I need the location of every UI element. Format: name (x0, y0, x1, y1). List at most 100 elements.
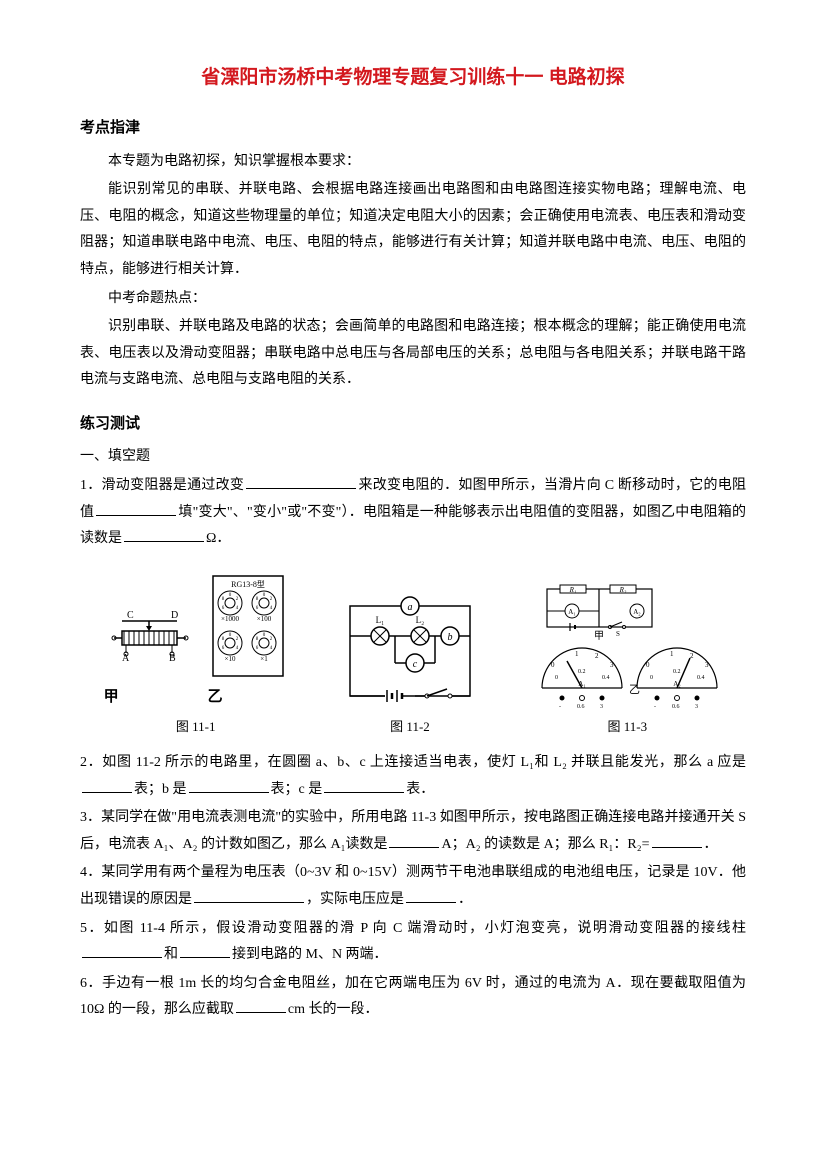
svg-text:×100: ×100 (256, 615, 271, 623)
q5-text-c: 接到电路的 M、N 两端． (232, 947, 388, 962)
svg-text:8: 8 (255, 597, 258, 602)
intro-paragraph: 本专题为电路初探，知识掌握根本要求： (80, 149, 746, 176)
svg-text:A₂: A₂ (674, 680, 682, 688)
svg-text:2: 2 (269, 637, 272, 642)
svg-text:0.4: 0.4 (697, 675, 705, 681)
svg-text:2: 2 (235, 637, 238, 642)
blank (124, 528, 204, 542)
svg-text:3: 3 (705, 661, 709, 669)
blank (82, 944, 162, 958)
blank (96, 502, 176, 516)
svg-text:A₁: A₁ (569, 608, 577, 616)
figure-label-2: 图 11-2 (390, 715, 430, 740)
svg-text:×10: ×10 (224, 655, 235, 663)
svg-text:-: - (654, 704, 656, 710)
blank (406, 889, 456, 903)
svg-text:6: 6 (255, 646, 258, 651)
svg-text:0.6: 0.6 (672, 704, 680, 710)
svg-text:0: 0 (228, 593, 231, 598)
blank (180, 944, 230, 958)
svg-text:A₁: A₁ (579, 680, 587, 688)
q2-text-d: 表． (406, 782, 434, 797)
svg-text:c: c (413, 659, 418, 670)
subheading-fill-blank: 一、填空题 (80, 444, 746, 471)
svg-text:6: 6 (221, 646, 224, 651)
hotspot-intro: 中考命题热点： (80, 286, 746, 313)
svg-text:2: 2 (235, 597, 238, 602)
svg-text:甲: 甲 (594, 631, 604, 642)
svg-text:3: 3 (695, 704, 698, 710)
svg-text:0: 0 (555, 675, 558, 681)
blank (324, 779, 404, 793)
q3-text-b: A；A₂ 的读数是 A；那么 R₁：R₂= (441, 837, 649, 852)
svg-text:D: D (171, 610, 178, 621)
blank (236, 999, 286, 1013)
figure-label-3: 图 11-3 (608, 715, 648, 740)
svg-text:-: - (559, 704, 561, 710)
figure-11-1: C D A B 甲 RG13-8型 (104, 571, 288, 740)
svg-text:0: 0 (262, 633, 265, 638)
svg-text:C: C (127, 610, 134, 621)
svg-text:A₂: A₂ (634, 608, 642, 616)
q6-text-b: cm 长的一段． (288, 1002, 379, 1017)
svg-text:2: 2 (690, 652, 694, 660)
svg-text:0: 0 (262, 593, 265, 598)
page-title: 省溧阳市汤桥中考物理专题复习训练十一 电路初探 (80, 60, 746, 96)
question-6: 6．手边有一根 1m 长的均匀合金电阻丝，加在它两端电压为 6V 时，通过的电流… (80, 971, 746, 1024)
svg-text:L₁: L₁ (376, 615, 385, 625)
svg-text:×1000: ×1000 (221, 615, 239, 623)
svg-text:R₂: R₂ (619, 586, 627, 594)
svg-text:0: 0 (228, 633, 231, 638)
svg-text:2: 2 (595, 652, 599, 660)
q4-text-c: ． (458, 892, 472, 907)
q4-text-b: ，实际电压应是 (306, 892, 404, 907)
q5-text-a: 5．如图 11-4 所示，假设滑动变阻器的滑 P 向 C 端滑动时，小灯泡变亮，… (80, 921, 746, 936)
blank (652, 834, 702, 848)
q5-text-b: 和 (164, 947, 178, 962)
svg-text:0.2: 0.2 (673, 669, 681, 675)
q2-text-b: 表；b 是 (134, 782, 187, 797)
q3-text-c: ． (704, 837, 718, 852)
question-3: 3．某同学在做"用电流表测电流"的实验中，所用电路 11-3 如图甲所示，按电路… (80, 805, 746, 858)
svg-text:4: 4 (269, 606, 272, 611)
svg-text:8: 8 (221, 637, 224, 642)
svg-text:4: 4 (269, 646, 272, 651)
question-4: 4．某同学用有两个量程为电压表（0~3V 和 0~15V）测两节干电池串联组成的… (80, 860, 746, 913)
svg-text:0: 0 (551, 661, 555, 669)
figure-label-1: 图 11-1 (176, 715, 216, 740)
question-2: 2．如图 11-2 所示的电路里，在圆圈 a、b、c 上连接适当电表，使灯 L₁… (80, 750, 746, 803)
figure-11-2: a L₁ L₂ b c (335, 591, 485, 740)
svg-text:0.2: 0.2 (578, 669, 586, 675)
question-1: 1．滑动变阻器是通过改变来改变电阻的．如图甲所示，当滑片向 C 断移动时，它的电… (80, 473, 746, 553)
svg-text:8: 8 (221, 597, 224, 602)
svg-text:0.6: 0.6 (577, 704, 585, 710)
blank (246, 475, 356, 489)
svg-text:A: A (122, 653, 130, 664)
q2-text-c: 表；c 是 (271, 782, 323, 797)
svg-text:乙: 乙 (629, 683, 640, 696)
svg-text:1: 1 (575, 650, 579, 658)
blank (189, 779, 269, 793)
svg-text:4: 4 (235, 646, 238, 651)
svg-text:2: 2 (269, 597, 272, 602)
question-5: 5．如图 11-4 所示，假设滑动变阻器的滑 P 向 C 端滑动时，小灯泡变亮，… (80, 916, 746, 969)
svg-text:R₁: R₁ (569, 586, 577, 594)
svg-text:0: 0 (650, 675, 653, 681)
blank (82, 779, 132, 793)
requirements-paragraph: 能识别常见的串联、并联电路、会根据电路连接画出电路图和由电路图连接实物电路；理解… (80, 177, 746, 283)
svg-text:0: 0 (646, 661, 650, 669)
svg-text:6: 6 (221, 606, 224, 611)
svg-text:1: 1 (670, 650, 674, 658)
svg-text:a: a (407, 602, 412, 613)
svg-text:b: b (447, 632, 452, 643)
svg-text:3: 3 (600, 704, 603, 710)
svg-text:3: 3 (610, 661, 614, 669)
svg-text:×1: ×1 (260, 655, 268, 663)
q2-text-a: 2．如图 11-2 所示的电路里，在圆圈 a、b、c 上连接适当电表，使灯 L₁… (80, 755, 746, 770)
blank (194, 889, 304, 903)
rheostat-diagram: C D A B 甲 (104, 591, 194, 712)
svg-text:S: S (616, 630, 620, 638)
figures-row: C D A B 甲 RG13-8型 (80, 571, 746, 740)
q1-text-a: 1．滑动变阻器是通过改变 (80, 478, 244, 493)
resistance-box-diagram: RG13-8型 02468 ×1000 02468 (208, 571, 288, 712)
